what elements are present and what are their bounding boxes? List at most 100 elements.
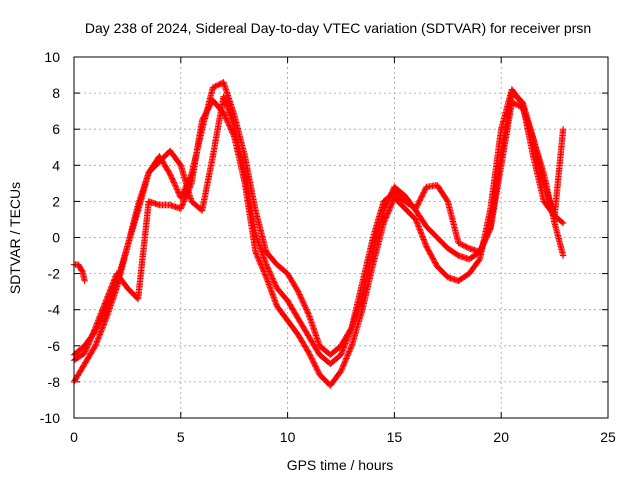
data-point	[412, 205, 419, 212]
data-point	[262, 272, 269, 280]
data-point	[443, 196, 451, 204]
grid-lines	[74, 57, 608, 418]
data-point	[338, 348, 346, 356]
data-point	[269, 275, 276, 282]
data-point	[187, 182, 194, 190]
data-point	[418, 230, 425, 237]
data-point	[345, 349, 352, 357]
data-point	[307, 353, 315, 361]
data-point	[347, 344, 355, 351]
data-point	[98, 308, 105, 316]
data-point	[166, 171, 174, 178]
data-point	[98, 326, 105, 334]
data-point	[257, 261, 265, 268]
data-point	[341, 343, 348, 350]
data-point	[308, 355, 315, 362]
data-point	[258, 262, 265, 270]
data-point	[105, 290, 113, 297]
data-point	[339, 363, 346, 371]
data-point	[92, 323, 100, 330]
data-point	[305, 310, 312, 317]
data-point	[417, 194, 425, 201]
data-point	[382, 215, 389, 223]
data-point	[295, 289, 303, 297]
data-point	[420, 237, 428, 245]
data-point	[168, 173, 175, 181]
data-point	[109, 280, 116, 287]
data-point	[227, 126, 235, 133]
data-point	[383, 212, 390, 220]
data-point	[415, 223, 422, 230]
data-point	[303, 306, 310, 313]
y-tick-label: -4	[48, 302, 61, 318]
data-point	[100, 304, 107, 311]
data-point	[83, 344, 91, 351]
data-point	[311, 360, 318, 368]
data-point	[345, 331, 353, 339]
data-point	[85, 341, 92, 348]
data-point	[263, 261, 270, 268]
data-point	[97, 329, 104, 337]
y-tick-label: 8	[52, 85, 60, 101]
data-point	[97, 328, 105, 335]
data-point	[92, 341, 100, 348]
data-point	[94, 318, 101, 326]
data-point	[299, 298, 306, 305]
data-point	[343, 337, 350, 344]
data-point	[90, 327, 98, 334]
x-tick-label: 15	[387, 429, 403, 445]
data-point	[344, 334, 351, 341]
y-tick-label: 2	[52, 193, 60, 209]
data-point	[300, 299, 307, 306]
data-point	[310, 359, 317, 366]
data-point	[173, 186, 181, 193]
data-point	[337, 367, 345, 375]
data-point	[109, 281, 116, 289]
data-point	[339, 347, 346, 354]
data-point	[93, 321, 100, 329]
data-point	[220, 109, 227, 117]
data-point	[222, 113, 229, 121]
data-point	[389, 198, 396, 206]
data-point	[179, 201, 186, 208]
data-point	[89, 331, 96, 338]
data-point	[312, 363, 319, 370]
data-point	[254, 252, 261, 260]
data-point	[342, 338, 350, 346]
data-point	[422, 241, 430, 249]
data-point	[96, 313, 104, 320]
data-point	[229, 129, 236, 136]
data-point	[91, 325, 98, 333]
data-point	[380, 219, 387, 227]
data-point	[418, 193, 425, 200]
data-point	[226, 123, 234, 130]
data-point	[305, 349, 313, 357]
data-point	[255, 255, 262, 263]
data-point	[86, 338, 93, 345]
data-point	[98, 325, 106, 332]
data-point	[182, 194, 189, 201]
data-point	[385, 207, 393, 214]
data-point	[171, 182, 179, 189]
data-point	[384, 210, 392, 217]
data-point	[111, 276, 118, 283]
data-point	[341, 341, 349, 349]
data-point	[95, 316, 102, 323]
x-tick-label: 25	[600, 429, 616, 445]
data-point	[475, 257, 483, 264]
data-point	[338, 365, 346, 372]
data-point	[343, 335, 351, 343]
data-point	[177, 205, 184, 212]
data-point	[311, 362, 319, 369]
data-point	[559, 219, 567, 227]
data-point	[297, 293, 304, 301]
data-point	[92, 324, 99, 331]
data-point	[100, 303, 107, 310]
data-point	[253, 251, 260, 258]
data-point	[185, 187, 192, 194]
data-point	[82, 348, 89, 355]
data-point	[99, 324, 106, 331]
data-point	[229, 130, 237, 137]
data-point	[413, 219, 421, 226]
